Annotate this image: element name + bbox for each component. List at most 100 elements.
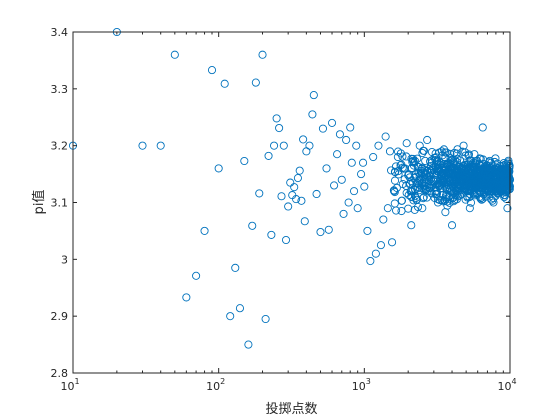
y-tick-label: 3.4 <box>51 26 69 39</box>
data-point <box>457 166 466 175</box>
data-point <box>477 193 486 202</box>
data-point <box>295 166 304 175</box>
data-point <box>411 157 420 166</box>
data-point <box>389 186 398 195</box>
data-point <box>419 146 429 155</box>
data-point <box>352 141 361 150</box>
data-point <box>342 135 351 145</box>
data-point <box>413 162 422 171</box>
data-point <box>493 159 502 168</box>
data-point <box>496 171 505 180</box>
data-point <box>419 193 428 202</box>
data-point <box>390 176 400 185</box>
data-point <box>192 271 201 280</box>
data-point <box>450 158 459 167</box>
data-point <box>381 132 390 141</box>
data-point <box>412 193 421 202</box>
data-point <box>376 241 385 250</box>
data-point <box>432 189 442 198</box>
data-point <box>504 177 513 186</box>
data-point <box>322 164 331 173</box>
data-point <box>293 174 302 183</box>
data-point <box>460 167 469 176</box>
data-point <box>433 180 442 189</box>
data-point <box>371 249 380 258</box>
data-point <box>407 221 416 230</box>
data-point <box>333 150 342 159</box>
data-point <box>248 221 257 230</box>
data-point <box>504 166 513 175</box>
data-point <box>308 110 317 119</box>
data-point <box>207 66 217 75</box>
data-point <box>346 123 355 132</box>
data-point <box>327 118 337 127</box>
data-point <box>272 114 281 123</box>
data-point <box>402 188 411 198</box>
data-point <box>299 135 308 144</box>
data-point <box>284 202 293 211</box>
data-point <box>397 196 406 205</box>
data-point <box>478 123 487 132</box>
data-point <box>444 181 453 190</box>
data-point <box>472 178 481 187</box>
data-point <box>360 182 369 191</box>
data-point <box>463 167 472 176</box>
y-tick-label: 3.3 <box>51 83 69 96</box>
data-point <box>497 187 506 196</box>
data-point <box>410 173 419 182</box>
data-point <box>432 186 441 195</box>
data-point <box>388 238 397 247</box>
data-point <box>391 206 401 215</box>
data-point <box>347 158 356 167</box>
data-point <box>503 204 512 213</box>
data-point <box>324 225 333 234</box>
data-point <box>214 164 223 173</box>
data-point <box>290 183 299 192</box>
data-point <box>398 179 407 189</box>
data-point <box>413 202 423 212</box>
data-point <box>461 184 470 193</box>
data-point <box>231 263 240 272</box>
data-point <box>424 165 433 174</box>
data-point <box>487 180 496 189</box>
data-point <box>366 256 375 266</box>
data-point <box>458 147 467 156</box>
data-point <box>258 50 267 59</box>
data-point <box>491 154 500 163</box>
data-point <box>454 166 463 175</box>
data-point <box>344 198 353 207</box>
x-tick-base: 10 <box>352 380 366 393</box>
data-point <box>486 175 495 184</box>
data-point <box>138 141 147 150</box>
y-axis-title: pi值 <box>31 190 47 215</box>
data-point <box>433 156 442 165</box>
data-point <box>449 189 458 198</box>
data-point <box>446 149 455 158</box>
data-point <box>267 230 276 239</box>
data-point <box>443 180 452 189</box>
data-point <box>477 179 487 188</box>
data-point <box>318 124 328 133</box>
data-point <box>450 177 459 186</box>
data-point <box>244 340 253 349</box>
data-point <box>385 147 395 156</box>
data-point <box>411 172 420 181</box>
data-point <box>349 187 359 196</box>
data-point <box>450 164 459 173</box>
data-point <box>357 170 366 179</box>
data-point <box>497 184 506 194</box>
data-point <box>421 156 430 165</box>
data-point <box>275 124 284 133</box>
data-point <box>398 163 407 172</box>
x-tick-base: 10 <box>60 380 74 393</box>
x-tick-label: 104 <box>497 377 516 393</box>
data-point <box>439 190 448 199</box>
data-point <box>156 141 165 150</box>
data-point <box>441 153 450 162</box>
data-point <box>453 145 462 154</box>
data-point <box>379 215 388 224</box>
y-tick-label: 2.9 <box>51 310 69 323</box>
x-tick-label: 102 <box>206 377 225 393</box>
y-tick-label: 2.8 <box>51 367 69 380</box>
